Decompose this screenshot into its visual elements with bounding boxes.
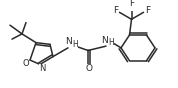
Text: N: N [102, 36, 108, 45]
Text: N: N [39, 64, 45, 73]
Text: F: F [113, 6, 118, 15]
Text: N: N [66, 37, 72, 46]
Text: H: H [72, 40, 78, 49]
Text: O: O [85, 64, 93, 73]
Text: F: F [129, 0, 134, 8]
Text: F: F [145, 6, 150, 15]
Text: O: O [23, 59, 29, 68]
Text: H: H [108, 38, 114, 47]
